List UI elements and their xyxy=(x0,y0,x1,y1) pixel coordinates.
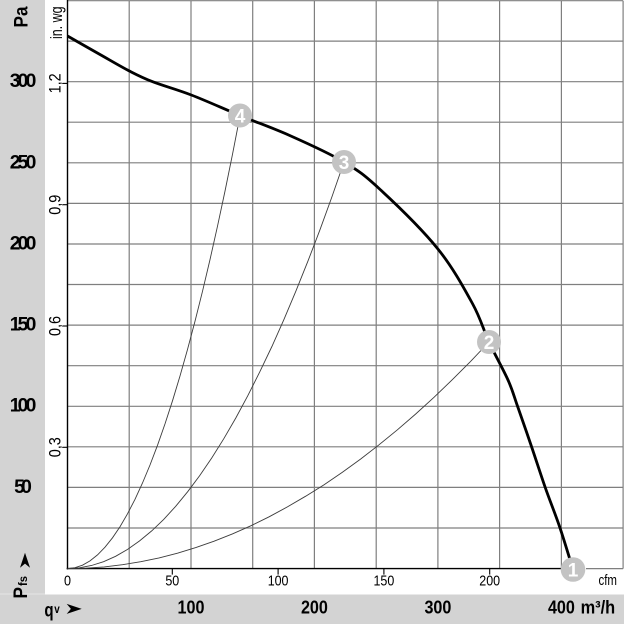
svg-text:200: 200 xyxy=(10,233,37,254)
svg-text:100: 100 xyxy=(268,574,289,590)
svg-text:200: 200 xyxy=(479,574,500,590)
svg-text:250: 250 xyxy=(10,152,37,173)
svg-text:100: 100 xyxy=(10,396,37,417)
svg-text:0,6: 0,6 xyxy=(47,316,65,336)
svg-text:150: 150 xyxy=(10,315,37,336)
svg-text:400: 400 xyxy=(548,598,575,618)
svg-text:300: 300 xyxy=(10,71,37,92)
svg-text:0,9: 0,9 xyxy=(47,195,65,215)
svg-text:0,3: 0,3 xyxy=(47,437,65,457)
svg-text:200: 200 xyxy=(301,598,328,618)
svg-text:v: v xyxy=(54,604,60,616)
svg-text:50: 50 xyxy=(14,477,32,498)
svg-text:Pa: Pa xyxy=(12,6,33,27)
svg-text:300: 300 xyxy=(424,598,451,618)
svg-text:3: 3 xyxy=(339,153,350,174)
svg-text:fs: fs xyxy=(16,576,30,586)
svg-text:cfm: cfm xyxy=(599,573,618,589)
svg-text:150: 150 xyxy=(374,574,395,590)
svg-text:in. wg: in. wg xyxy=(48,7,66,40)
svg-text:1: 1 xyxy=(568,560,579,581)
svg-text:1,2: 1,2 xyxy=(47,73,65,93)
svg-text:m³/h: m³/h xyxy=(581,598,616,618)
svg-text:4: 4 xyxy=(235,106,246,127)
svg-text:100: 100 xyxy=(178,598,205,618)
svg-text:q: q xyxy=(44,601,53,622)
svg-text:P: P xyxy=(11,587,32,599)
svg-text:50: 50 xyxy=(165,574,179,590)
svg-text:0: 0 xyxy=(64,574,71,590)
svg-text:2: 2 xyxy=(484,333,495,354)
